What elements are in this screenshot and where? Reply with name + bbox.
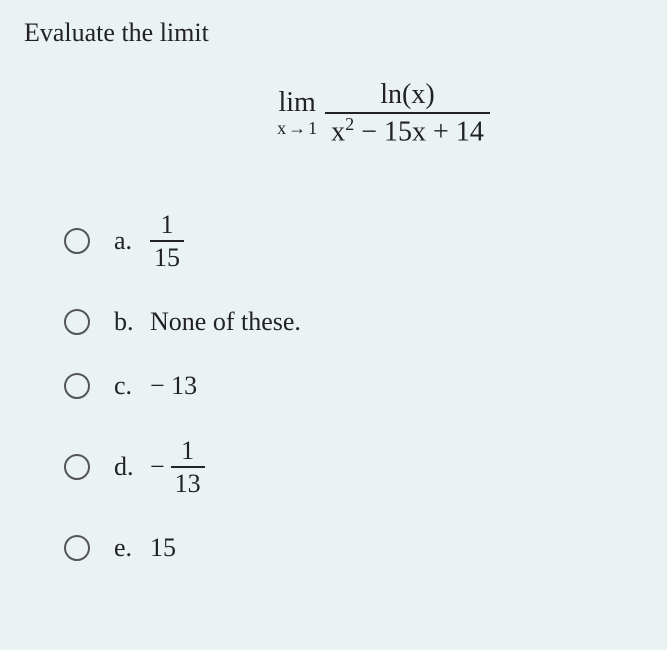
radio-icon[interactable]: [64, 535, 90, 561]
lim-subscript: x → 1: [277, 119, 317, 137]
main-fraction: ln(x) x2 − 15x + 14: [325, 78, 490, 149]
option-answer: − 1 13: [150, 435, 205, 499]
den-exponent: 2: [345, 114, 354, 134]
radio-icon[interactable]: [64, 373, 90, 399]
frac-num: 1: [157, 209, 178, 240]
fraction-numerator: ln(x): [374, 78, 440, 112]
question-prompt: Evaluate the limit: [24, 18, 643, 48]
frac-den: 13: [171, 468, 205, 499]
option-letter: e.: [114, 533, 150, 563]
limit-operator: lim x → 1: [277, 89, 317, 137]
option-answer: 15: [150, 533, 176, 563]
option-answer: None of these.: [150, 307, 301, 337]
option-answer: 1 15: [150, 209, 184, 273]
option-answer: − 13: [150, 371, 197, 401]
lim-var: x: [277, 119, 286, 137]
option-letter: b.: [114, 307, 150, 337]
option-a[interactable]: a. 1 15: [64, 209, 643, 273]
option-letter: d.: [114, 452, 150, 482]
limit-row: lim x → 1 ln(x) x2 − 15x + 14: [277, 78, 490, 149]
fraction-denominator: x2 − 15x + 14: [325, 114, 490, 149]
radio-icon[interactable]: [64, 228, 90, 254]
options-list: a. 1 15 b. None of these. c. − 13 d. −: [64, 209, 643, 564]
answer-fraction: 1 13: [171, 435, 205, 499]
question-container: Evaluate the limit lim x → 1 ln(x) x2 − …: [0, 0, 667, 621]
den-rest: − 15x + 14: [354, 116, 484, 147]
frac-den: 15: [150, 242, 184, 273]
den-var: x: [331, 116, 345, 147]
limit-expression: lim x → 1 ln(x) x2 − 15x + 14: [277, 78, 490, 149]
option-d[interactable]: d. − 1 13: [64, 435, 643, 499]
arrow-icon: →: [288, 119, 306, 137]
frac-num: 1: [177, 435, 198, 466]
option-e[interactable]: e. 15: [64, 533, 643, 563]
option-b[interactable]: b. None of these.: [64, 307, 643, 337]
option-letter: a.: [114, 226, 150, 256]
lim-label: lim: [278, 89, 315, 117]
lim-target: 1: [308, 119, 317, 137]
answer-fraction: 1 15: [150, 209, 184, 273]
radio-icon[interactable]: [64, 309, 90, 335]
option-c[interactable]: c. − 13: [64, 371, 643, 401]
negative-sign: −: [150, 452, 165, 482]
radio-icon[interactable]: [64, 454, 90, 480]
option-letter: c.: [114, 371, 150, 401]
